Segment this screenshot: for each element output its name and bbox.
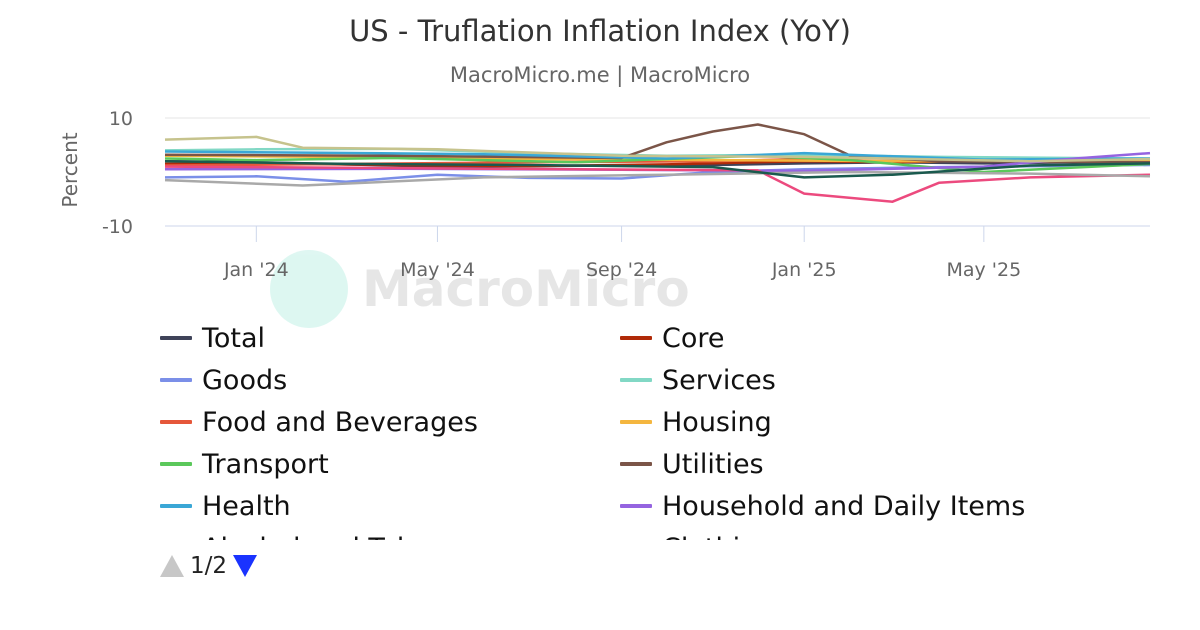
legend-swatch	[160, 378, 192, 382]
legend-swatch	[160, 420, 192, 424]
chart-legend: Total Core Goods Services Food and Beverages…	[160, 318, 1100, 540]
page-down-icon[interactable]	[233, 555, 258, 577]
series-line-unlabeled-13	[164, 159, 1151, 179]
legend-swatch	[160, 336, 192, 340]
series-line-alcohol-and-tobacco	[164, 165, 1151, 203]
legend-label: Food and Beverages	[202, 406, 478, 438]
legend-label: Housing	[662, 406, 772, 438]
legend-label: Transport	[202, 448, 329, 480]
legend-swatch	[620, 504, 652, 508]
legend-item-services[interactable]: Services	[620, 360, 776, 400]
legend-swatch	[620, 462, 652, 466]
legend-page-label: 1/2	[190, 553, 228, 579]
series-line-clothing	[164, 170, 1151, 187]
x-tick-label: May '24	[400, 259, 475, 281]
series-line-unlabeled-12	[164, 135, 1151, 163]
legend-item-goods[interactable]: Goods	[160, 360, 287, 400]
x-tick-label: Sep '24	[586, 259, 657, 281]
legend-item-transport[interactable]: Transport	[160, 444, 329, 484]
legend-item-core[interactable]: Core	[620, 318, 725, 358]
legend-label: Health	[202, 490, 291, 522]
y-tick-label: -10	[102, 216, 133, 238]
legend-item-clothing[interactable]: Clothing	[620, 528, 774, 541]
chart-subtitle: MacroMicro.me | MacroMicro	[449, 63, 751, 87]
legend-label: Services	[662, 364, 776, 396]
legend-label: Household and Daily Items	[662, 490, 1026, 522]
legend-label: Clothing	[662, 533, 774, 541]
legend-item-household-and-daily-items[interactable]: Household and Daily Items	[620, 486, 1025, 526]
legend-label: Utilities	[662, 448, 764, 480]
legend-swatch	[620, 336, 652, 340]
macromicro-logo-icon	[270, 250, 348, 328]
watermark-logo: MacroMicro	[270, 250, 690, 330]
chart-title: US - Truflation Inflation Index (YoY)	[349, 14, 851, 48]
legend-swatch	[620, 378, 652, 382]
legend-item-health[interactable]: Health	[160, 486, 291, 526]
watermark-text: MacroMicro	[362, 260, 690, 318]
legend-pager: 1/2	[160, 553, 258, 579]
legend-swatch	[160, 504, 192, 508]
legend-label: Goods	[202, 364, 288, 396]
legend-item-utilities[interactable]: Utilities	[620, 444, 764, 484]
legend-item-alcohol-and-tobacco[interactable]: Alcohol and Tobacco	[160, 528, 477, 541]
legend-swatch	[160, 462, 192, 466]
x-tick-label: Jan '25	[771, 259, 837, 281]
line-chart: 10 -10 Percent Jan '24 May '24 Sep '24 Jan '2…	[58, 108, 1151, 281]
legend-swatch	[620, 420, 652, 424]
legend-item-food-and-beverages[interactable]: Food and Beverages	[160, 402, 478, 442]
x-tick-label: Jan '24	[223, 259, 289, 281]
y-axis-title: Percent	[58, 132, 82, 207]
page-up-icon[interactable]	[160, 555, 184, 577]
legend-label: Alcohol and Tobacco	[202, 533, 477, 541]
legend-label: Total	[202, 322, 266, 354]
x-tick-label: May '25	[946, 259, 1021, 281]
y-tick-label: 10	[109, 108, 133, 130]
legend-item-housing[interactable]: Housing	[620, 402, 772, 442]
legend-item-total[interactable]: Total	[160, 318, 265, 358]
legend-label: Core	[662, 322, 725, 354]
